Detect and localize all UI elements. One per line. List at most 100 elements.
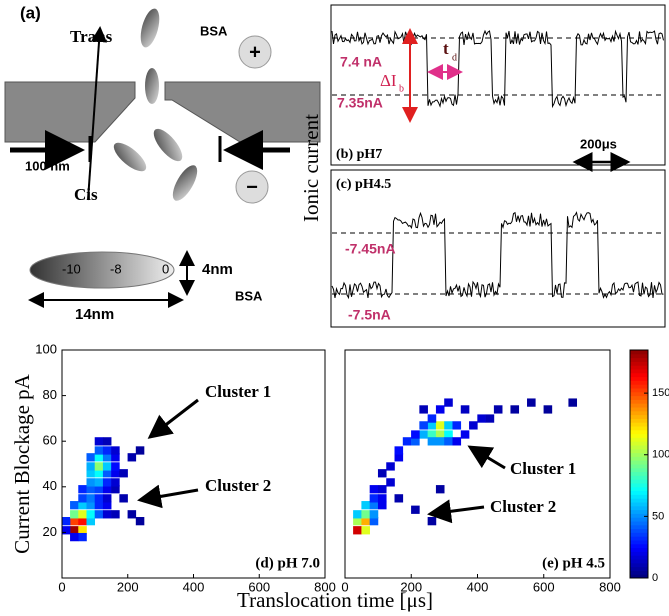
- td-label: t: [443, 39, 449, 58]
- colorbar-step: [630, 445, 648, 450]
- annotation: Cluster 2: [205, 476, 271, 495]
- heat-cell: [119, 469, 128, 478]
- heat-cell: [86, 469, 96, 478]
- heat-cell: [369, 485, 379, 494]
- heat-cell: [361, 501, 370, 510]
- heat-cell: [386, 462, 395, 471]
- heat-cell: [86, 494, 96, 503]
- heat-cell: [119, 494, 128, 503]
- label: BSA: [200, 23, 228, 38]
- colorbar-step: [630, 475, 648, 480]
- colorbar-step: [630, 540, 648, 545]
- colorbar-step: [630, 361, 648, 366]
- heat-cell: [411, 505, 420, 514]
- heat-cell: [394, 453, 404, 462]
- heat-cell: [361, 510, 370, 519]
- heat-cell: [70, 526, 79, 535]
- heat-cell: [435, 485, 445, 494]
- level-label: 7.35nA: [337, 95, 383, 111]
- heat-cell: [419, 405, 428, 414]
- colorbar-step: [630, 407, 648, 412]
- y-tick-label: 100: [35, 341, 57, 356]
- heat-cell: [460, 405, 470, 414]
- colorbar-step: [630, 418, 648, 423]
- heat-cell: [127, 510, 137, 519]
- heat-cell: [402, 437, 412, 446]
- colorbar-step: [630, 464, 648, 469]
- colorbar-step: [630, 391, 648, 397]
- colorbar-step: [630, 414, 648, 419]
- heat-cell: [111, 446, 120, 455]
- heat-cell: [377, 485, 387, 494]
- axis-label: Ionic current: [299, 114, 323, 222]
- label: 14nm: [75, 306, 114, 323]
- colorbar-step: [630, 429, 648, 435]
- y-axis-label: Current Blockage pA: [10, 373, 34, 553]
- heat-cell: [70, 517, 79, 526]
- colorbar-step: [630, 509, 648, 514]
- heat-cell: [102, 437, 112, 446]
- heat-cell: [61, 517, 71, 526]
- colorbar-step: [630, 494, 648, 499]
- heat-cell: [435, 405, 445, 414]
- heat-cell: [111, 462, 120, 471]
- colorbar-step: [630, 357, 648, 362]
- x-tick-label: 400: [467, 579, 489, 594]
- colorbar-step: [630, 483, 648, 488]
- heat-cell: [527, 398, 536, 407]
- colorbar-step: [630, 369, 648, 374]
- frame: [330, 169, 666, 328]
- colorbar-step: [630, 555, 648, 560]
- annotation: Cluster 2: [490, 497, 556, 516]
- heat-cell: [353, 510, 362, 519]
- colorbar-step: [630, 490, 648, 495]
- label: +: [249, 41, 261, 63]
- heat-cell: [86, 462, 96, 471]
- heat-cell: [485, 414, 495, 423]
- heat-cell: [94, 485, 104, 494]
- heat-cell: [111, 478, 120, 487]
- delta-sub: b: [399, 83, 404, 94]
- colorbar-step: [630, 559, 648, 564]
- colorbar-step: [630, 456, 648, 461]
- panel-label: (b) pH7: [336, 147, 382, 162]
- level-label: 7.4 nA: [340, 54, 382, 70]
- heat-cell: [394, 494, 404, 503]
- annotation: Cluster 1: [205, 382, 271, 401]
- heat-cell: [70, 532, 79, 542]
- colorbar-tick-label: 50: [652, 510, 664, 522]
- colorbar-step: [630, 460, 648, 465]
- heat-cell: [394, 446, 404, 455]
- heat-cell: [61, 526, 71, 535]
- heat-cell: [568, 398, 578, 407]
- heat-cell: [102, 485, 112, 494]
- heat-cell: [510, 405, 520, 414]
- colorbar-step: [630, 502, 648, 507]
- colorbar-step: [630, 372, 648, 378]
- heat-cell: [460, 430, 470, 439]
- bsa-shape: [29, 251, 175, 289]
- colorbar-step: [630, 570, 648, 575]
- colorbar-step: [630, 532, 648, 537]
- y-tick-label: 60: [43, 433, 57, 448]
- axis-arrow: [87, 26, 108, 201]
- heat-cell: [135, 446, 145, 455]
- heat-cell: [78, 532, 87, 542]
- colorbar-step: [630, 517, 648, 522]
- colorbar-step: [630, 399, 648, 404]
- colorbar-step: [630, 365, 648, 370]
- colorbar-step: [630, 574, 648, 579]
- panel-a: (a) Trans Cis BSA + − 100 nm -10 -8 0 4n…: [4, 3, 321, 323]
- y-tick-label: 40: [43, 478, 57, 493]
- protein: [153, 128, 183, 162]
- x-tick-label: 600: [248, 579, 270, 594]
- x-tick-label: 200: [117, 579, 139, 594]
- heat-cell: [377, 501, 387, 510]
- heat-cell: [369, 494, 379, 503]
- colorbar-step: [630, 388, 648, 393]
- scale-label: 200μs: [580, 136, 617, 151]
- colorbar-step: [630, 441, 648, 446]
- heat-cell: [78, 494, 87, 503]
- heat-cell: [493, 405, 503, 414]
